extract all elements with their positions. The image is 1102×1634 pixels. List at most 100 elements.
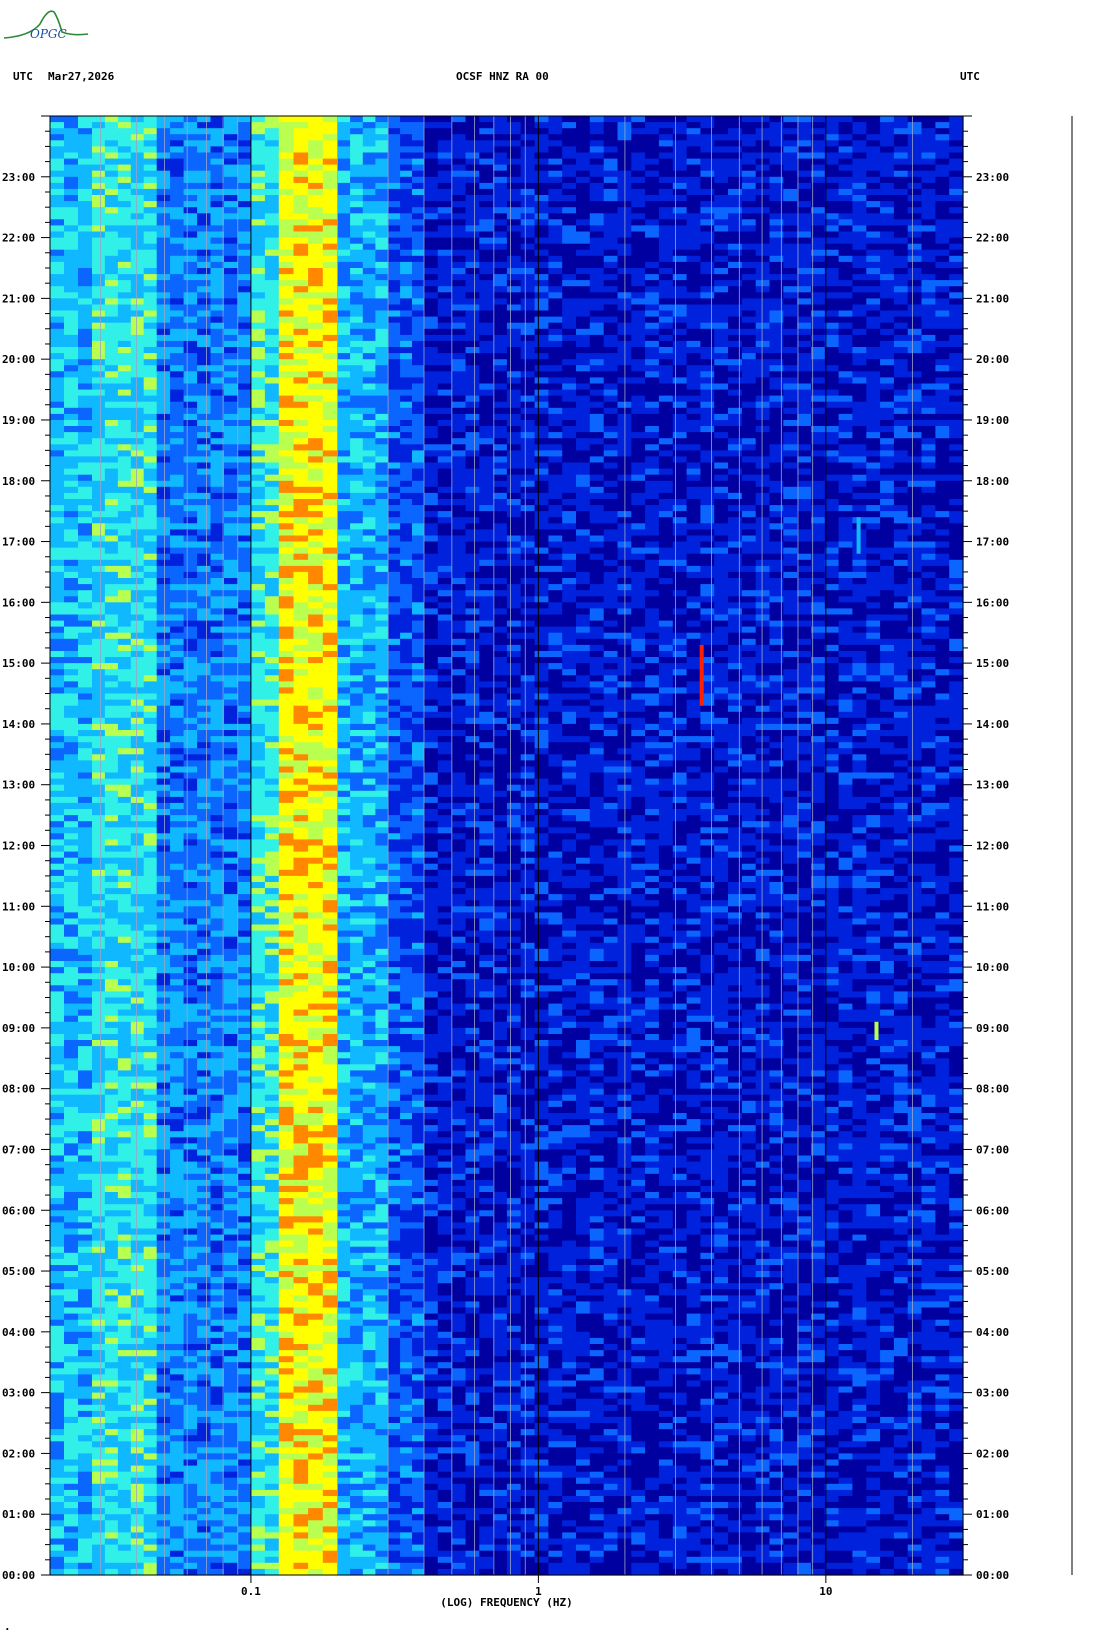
spectrogram-cell (183, 1477, 198, 1485)
spectrogram-cell (210, 225, 225, 233)
spectrogram-cell (143, 432, 158, 439)
spectrogram-cell (143, 626, 158, 634)
spectrogram-cell (237, 128, 252, 135)
spectrogram-cell (264, 1447, 280, 1454)
spectrogram-cell (104, 365, 119, 372)
spectrogram-cell (210, 894, 225, 901)
spectrogram-cell (170, 669, 185, 676)
spectrogram-cell (197, 809, 212, 816)
spectrogram-cell (117, 1240, 132, 1248)
spectrogram-cell (170, 541, 185, 549)
spectrogram-cell (170, 675, 185, 682)
spectrogram-cell (237, 474, 252, 482)
spectrogram-cell (64, 280, 79, 287)
spectrogram-cell (278, 231, 295, 239)
spectrogram-cell (197, 1192, 212, 1199)
spectrogram-cell (197, 188, 212, 196)
spectrogram-cell (293, 1192, 309, 1199)
spectrogram-cell (170, 1423, 185, 1430)
spectrogram-cell (183, 1198, 198, 1205)
spectrogram-cell (50, 182, 65, 190)
spectrogram-cell (308, 1106, 324, 1114)
spectrogram-cell (130, 456, 145, 464)
spectrogram-cell (237, 705, 252, 713)
spectrogram-cell (117, 1094, 132, 1102)
spectrogram-cell (50, 1161, 65, 1169)
spectrogram-cell (143, 657, 158, 664)
spectrogram-cell (278, 158, 295, 166)
spectrogram-cell (143, 1295, 158, 1303)
spectrogram-cell (117, 547, 132, 555)
spectrogram-cell (130, 1489, 145, 1497)
spectrogram-cell (130, 353, 145, 360)
spectrogram-cell (293, 900, 309, 907)
spectrogram-cell (210, 590, 225, 597)
spectrogram-cell (237, 1538, 252, 1546)
spectrogram-cell (130, 748, 145, 755)
spectrogram-cell (92, 924, 106, 932)
spectrogram-cell (78, 1477, 93, 1485)
spectrogram-cell (237, 1356, 252, 1363)
spectrogram-cell (264, 772, 280, 780)
spectrogram-cell (50, 195, 65, 202)
spectrogram-cell (224, 158, 239, 166)
spectrogram-cell (78, 906, 93, 913)
spectrogram-cell (224, 505, 239, 512)
spectrogram-cell (130, 997, 145, 1005)
spectrogram-cell (143, 1550, 158, 1558)
spectrogram-cell (250, 1295, 266, 1303)
spectrogram-cell (156, 997, 171, 1005)
spectrogram-cell (156, 802, 171, 810)
spectrogram-cell (278, 1465, 295, 1473)
spectrogram-cell (197, 723, 212, 731)
spectrogram-cell (64, 292, 79, 299)
spectrogram-cell (293, 1295, 309, 1303)
spectrogram-cell (130, 261, 145, 269)
spectrogram-cell (92, 1271, 106, 1278)
spectrogram-cell (156, 1538, 171, 1546)
spectrogram-cell (250, 1040, 266, 1047)
spectrogram-cell (264, 657, 280, 664)
spectrogram-cell (237, 219, 252, 226)
spectrogram-cell (64, 505, 79, 512)
spectrogram-cell (170, 207, 185, 214)
spectrogram-cell (170, 407, 185, 415)
spectrogram-cell (117, 1021, 132, 1029)
spectrogram-cell (322, 790, 339, 798)
spectrogram-cell (130, 1562, 145, 1570)
spectrogram-cell (293, 340, 309, 348)
spectrogram-cell (308, 571, 324, 579)
spectrogram-cell (250, 1088, 266, 1096)
spectrogram-cell (237, 328, 252, 336)
spectrogram-cell (322, 1082, 339, 1090)
spectrogram-cell (237, 1246, 252, 1254)
spectrogram-cell (250, 468, 266, 476)
spectrogram-cell (322, 225, 339, 233)
spectrogram-cell (92, 1496, 106, 1503)
spectrogram-cell (224, 359, 239, 366)
spectrogram-cell (183, 547, 198, 555)
spectrogram-cell (78, 778, 93, 786)
spectrogram-cell (197, 1295, 212, 1303)
spectrogram-cell (278, 1082, 295, 1090)
spectrogram-cell (322, 815, 339, 822)
spectrogram-cell (50, 1423, 65, 1430)
spectrogram-cell (64, 152, 79, 160)
spectrogram-cell (197, 888, 212, 895)
spectrogram-cell (237, 541, 252, 549)
spectrogram-cell (50, 559, 65, 567)
spectrogram-cell (322, 1277, 339, 1284)
spectrogram-cell (197, 1252, 212, 1260)
spectrogram-cell (237, 626, 252, 634)
spectrogram-cell (183, 669, 198, 676)
spectrogram-cell (183, 1204, 198, 1211)
spectrogram-cell (143, 480, 158, 488)
spectrogram-cell (264, 1082, 280, 1090)
spectrogram-cell (237, 906, 252, 913)
spectrogram-cell (64, 383, 79, 391)
spectrogram-cell (278, 225, 295, 233)
spectrogram-cell (308, 979, 324, 986)
spectrogram-cell (322, 268, 339, 275)
spectrogram-cell (264, 602, 280, 609)
spectrogram-cell (237, 1283, 252, 1290)
